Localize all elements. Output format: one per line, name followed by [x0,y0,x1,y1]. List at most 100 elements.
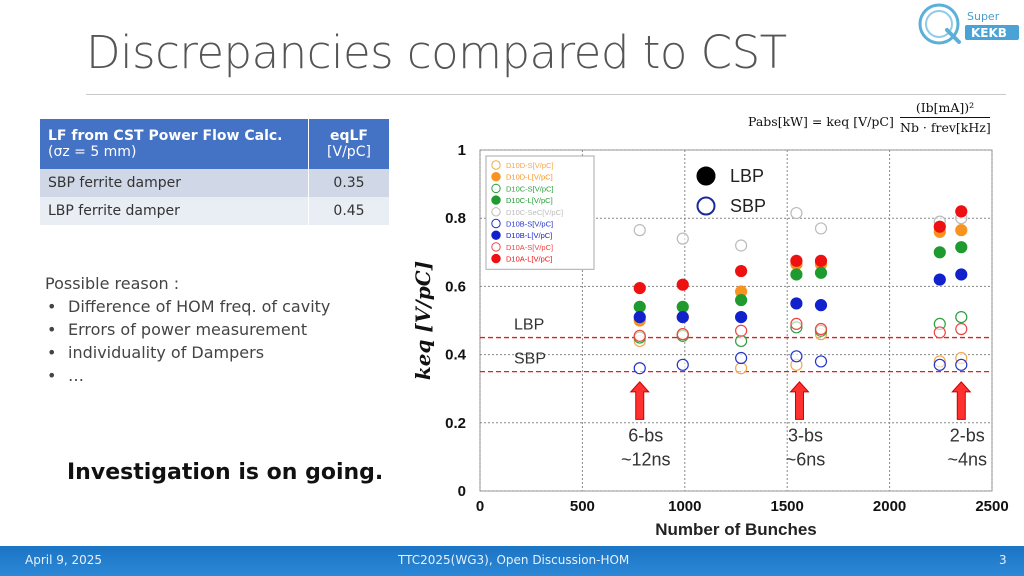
formula-denominator: Nb · frev[kHz] [900,120,991,135]
data-point [790,254,803,267]
data-point [933,358,946,371]
legend-marker [491,207,501,217]
data-point [633,329,646,342]
legend-marker [491,183,501,194]
data-point [633,282,646,295]
data-point [933,273,946,286]
big-legend-label: LBP [730,166,764,186]
data-point [676,328,689,341]
data-point [955,268,968,281]
legend-marker [491,160,501,170]
legend-entry: D10D-S[V/pC] [506,161,554,170]
up-arrow-icon [629,381,650,420]
possible-reasons: Possible reason : Difference of HOM freq… [45,272,330,387]
big-legend-marker [696,166,716,186]
reason-item: Errors of power measurement [45,318,330,341]
data-point [933,326,946,339]
data-point [735,239,748,252]
annotation-line2: ~6ns [786,449,826,469]
reason-item: individuality of Dampers [45,341,330,364]
y-axis-label: keq [V/pC] [411,261,435,380]
formula-numerator: (Ib[mA])² [915,100,975,115]
y-tick-label: 0.8 [445,210,466,227]
data-point [955,205,968,218]
y-tick-label: 0.2 [445,415,466,432]
data-point [790,350,803,363]
y-tick-label: 0.4 [445,347,467,364]
page-title: Discrepancies compared to CST [86,26,787,79]
legend-marker [491,218,501,229]
data-point [955,310,968,324]
table-header-method: LF from CST Power Flow Calc. (σz = 5 mm) [40,119,309,169]
y-tick-label: 0 [458,483,466,500]
up-arrow-icon [789,381,810,420]
row-value: 0.35 [308,169,389,197]
footer-bar: April 9, 2025 TTC2025(WG3), Open Discuss… [0,546,1024,576]
data-point [814,266,828,279]
data-point [633,224,646,237]
superkekb-logo: Super KEKB [915,0,1023,50]
title-divider [86,94,1006,95]
data-point [790,206,803,220]
data-point [814,322,828,336]
legend-entry: D10C-L[V/pC] [506,196,553,205]
big-legend-marker [696,196,716,216]
data-point [676,232,689,245]
legend-marker [491,253,501,264]
annotation-line2: ~12ns [621,449,671,469]
up-arrow-icon [951,381,972,420]
annotation-line1: 3-bs [788,426,823,446]
data-point [735,264,748,278]
investigation-note: Investigation is on going. [67,460,384,485]
data-point [955,224,968,237]
big-legend-label: SBP [730,196,766,216]
data-point [735,324,748,337]
row-value: 0.45 [308,197,389,225]
y-tick-label: 1 [458,142,466,159]
formula-fraction: (Ib[mA])² Nb · frev[kHz] [900,100,991,135]
svg-text:KEKB: KEKB [971,26,1007,40]
data-point [790,297,803,310]
legend-marker [491,230,501,240]
footer-date: April 9, 2025 [25,553,103,567]
keq-scatter-chart: 0 500 1000 1500 2000 2500 0 0.2 0.4 0.6 0.8 1 Number… [411,142,1009,539]
legend-entry: D10A-L[V/pC] [506,255,552,264]
x-tick-label: 0 [476,498,484,515]
data-point [955,358,968,371]
loss-factor-table: LF from CST Power Flow Calc. (σz = 5 mm)… [40,119,389,225]
legend-entry: D10A-S[V/pC] [506,243,553,252]
legend-box [485,155,595,270]
svg-text:Super: Super [967,10,1000,23]
page-number: 3 [999,553,1007,567]
data-point [955,241,968,254]
table-row: LBP ferrite damper 0.45 [40,197,389,225]
x-tick-label: 1500 [771,498,804,515]
data-point [735,362,748,375]
data-point [633,362,646,375]
legend-marker [491,242,501,252]
formula-lhs: Pabs[kW] = keq [V/pC] [748,114,894,129]
annotation-line1: 6-bs [628,426,663,446]
reasons-heading: Possible reason : [45,274,180,293]
data-point [676,278,689,291]
data-point [735,334,748,348]
data-point [735,293,748,307]
data-point [676,358,689,371]
data-point [633,300,646,313]
legend-entry: D10B-L[V/pC] [506,231,552,240]
row-label: SBP ferrite damper [40,169,309,197]
data-point [933,246,946,259]
legend-entry: D10B-S[V/pC] [506,220,553,229]
legend-marker [491,195,501,205]
annotation-line2: ~4ns [948,449,988,469]
data-point [814,355,828,368]
legend-entry: D10C-SеC[V/pC] [506,208,563,217]
table-row: SBP ferrite damper 0.35 [40,169,389,197]
data-point [933,220,946,233]
y-tick-label: 0.6 [445,278,466,295]
annotation-line1: 2-bs [950,426,985,446]
data-point [735,351,748,365]
data-point [790,268,803,281]
data-point [814,254,828,267]
reason-item: … [45,364,330,387]
